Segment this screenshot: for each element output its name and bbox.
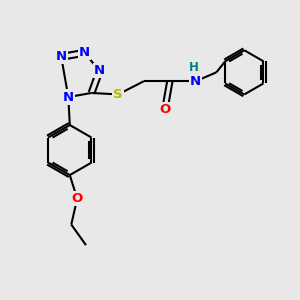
Text: N: N — [63, 91, 74, 103]
Text: O: O — [71, 192, 83, 205]
Text: O: O — [160, 103, 171, 116]
Text: S: S — [113, 88, 123, 101]
Text: H: H — [189, 61, 199, 74]
Text: N: N — [190, 75, 201, 88]
Text: N: N — [79, 46, 90, 59]
Text: N: N — [94, 64, 105, 77]
Text: N: N — [56, 50, 67, 63]
